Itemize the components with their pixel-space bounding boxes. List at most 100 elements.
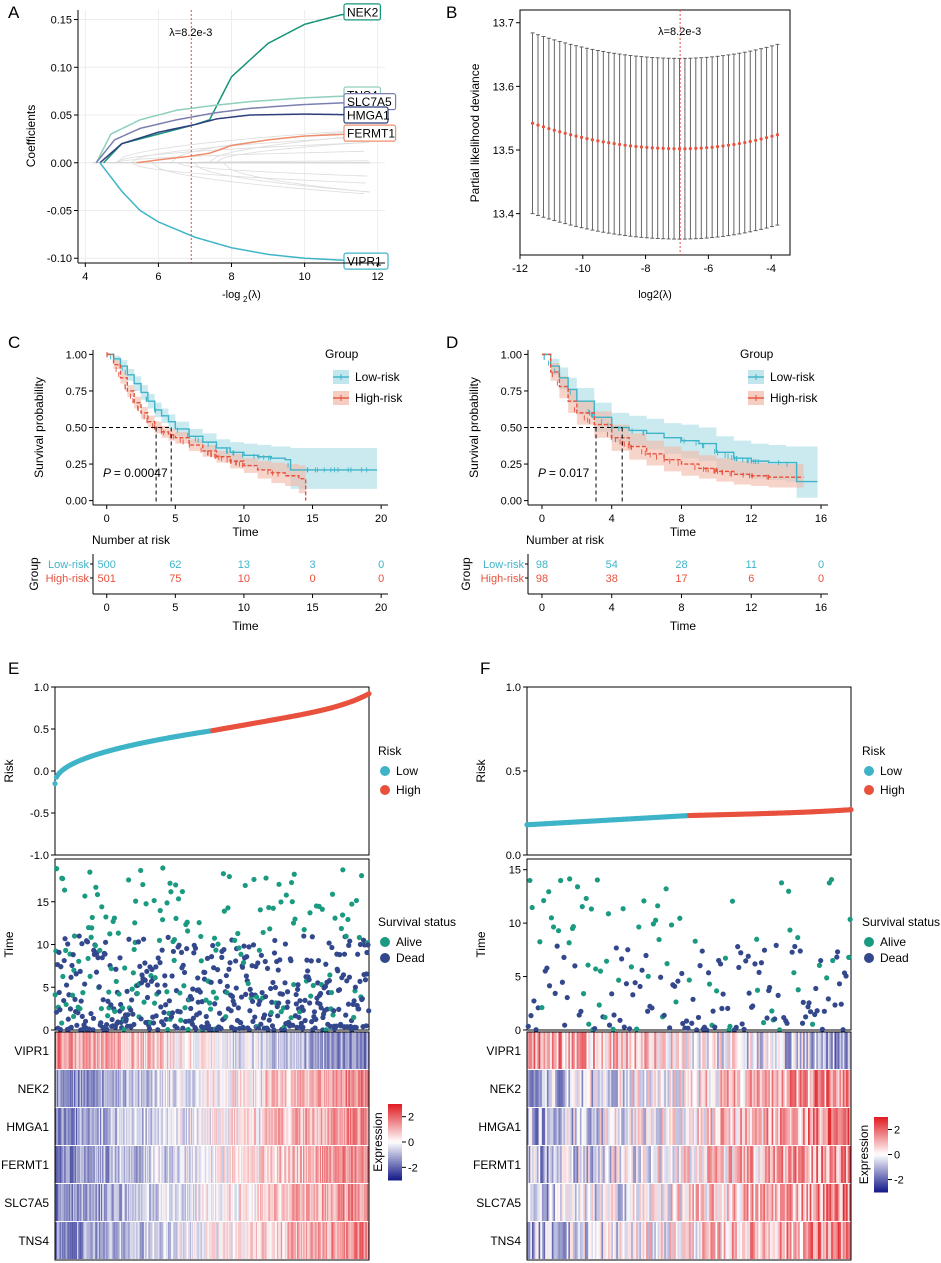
heatmap-cell <box>143 1108 146 1145</box>
heatmap-cell <box>303 1108 305 1145</box>
heatmap-cell <box>60 1108 62 1145</box>
heatmap-cell <box>560 1222 563 1259</box>
heatmap-cell <box>220 1108 222 1145</box>
heatmap-cell <box>241 1032 243 1069</box>
heatmap-cell <box>69 1222 72 1259</box>
heatmap-cell <box>697 1146 700 1183</box>
heatmap-cell <box>171 1032 173 1069</box>
y-tick-label: 0.75 <box>66 386 87 398</box>
heatmap-cell <box>204 1184 207 1221</box>
dead-point <box>157 960 163 966</box>
heatmap-cell <box>143 1184 146 1221</box>
heatmap-cell <box>275 1070 278 1107</box>
alive-point <box>605 911 612 917</box>
heatmap-cell <box>826 1146 829 1183</box>
heatmap-cell <box>202 1070 205 1107</box>
heatmap-cell <box>302 1184 304 1221</box>
alive-point <box>769 1008 775 1014</box>
heatmap-cell <box>109 1184 111 1221</box>
heatmap-cell <box>58 1222 60 1259</box>
y-tick-label: 0.0 <box>34 766 49 778</box>
y-tick-label: 5 <box>515 972 521 984</box>
dead-point <box>138 1016 144 1022</box>
heatmap-cell <box>328 1184 330 1221</box>
heatmap-cell <box>56 1146 58 1183</box>
heatmap-cell <box>603 1032 606 1069</box>
heatmap-cell <box>637 1222 640 1259</box>
heatmap-cell <box>598 1032 601 1069</box>
heatmap-cell <box>87 1032 89 1069</box>
heatmap-cell <box>175 1070 177 1107</box>
heatmap-cell <box>133 1070 135 1107</box>
heatmap-cell <box>778 1108 781 1145</box>
heatmap-cell <box>332 1070 334 1107</box>
heatmap-cell <box>545 1070 548 1107</box>
heatmap-cell <box>819 1032 822 1069</box>
dead-point <box>219 954 225 960</box>
heatmap-cell <box>280 1184 282 1221</box>
heatmap-cell <box>674 1108 677 1145</box>
coefficient-line-tns4 <box>95 94 371 164</box>
risk-count: 6 <box>748 573 754 585</box>
dead-point <box>95 955 101 961</box>
heatmap-cell <box>360 1032 363 1069</box>
heatmap-cell <box>837 1184 840 1221</box>
colorbar-step <box>388 1115 402 1118</box>
dead-point <box>82 1018 89 1024</box>
heatmap-cell <box>736 1032 739 1069</box>
heatmap-cell <box>213 1070 215 1107</box>
heatmap-cell <box>84 1108 86 1145</box>
heatmap-cell <box>604 1108 607 1145</box>
heatmap-cell <box>147 1184 149 1221</box>
heatmap-cell <box>311 1108 313 1145</box>
dead-point <box>67 1006 74 1012</box>
heatmap-cell <box>269 1108 272 1145</box>
heatmap-cell <box>200 1032 202 1069</box>
heatmap-cell <box>300 1070 303 1107</box>
heatmap-cell <box>756 1184 759 1221</box>
heatmap-cell <box>212 1146 214 1183</box>
heatmap-cell <box>134 1032 136 1069</box>
dead-point <box>131 1021 137 1028</box>
heatmap-cell <box>102 1070 104 1107</box>
heatmap-cell <box>58 1070 60 1107</box>
risk-table-x-label: Time <box>670 619 697 633</box>
heatmap-cell <box>313 1032 315 1069</box>
gene-label: VIPR1 <box>347 255 382 269</box>
heatmap-cell <box>155 1184 157 1221</box>
heatmap-cell <box>166 1032 169 1069</box>
heatmap-cell <box>366 1032 369 1069</box>
heatmap-cell <box>145 1184 147 1221</box>
heatmap-cell <box>345 1146 348 1183</box>
heatmap-cell <box>281 1184 283 1221</box>
heatmap-cell <box>292 1070 295 1107</box>
heatmap-cell <box>311 1184 313 1221</box>
heatmap-cell <box>664 1032 667 1069</box>
heatmap-cell <box>665 1222 668 1259</box>
dead-point <box>190 986 196 992</box>
heatmap-cell <box>123 1070 125 1107</box>
heatmap-cell <box>254 1146 257 1183</box>
colorbar-step <box>874 1124 888 1127</box>
heatmap-cell <box>230 1222 233 1259</box>
heatmap-cell <box>286 1146 288 1183</box>
heatmap-cell <box>104 1222 106 1259</box>
heatmap-cell <box>230 1184 233 1221</box>
heatmap-cell <box>748 1108 751 1145</box>
heatmap-cell <box>334 1032 336 1069</box>
alive-point <box>232 937 238 943</box>
heatmap-cell <box>586 1146 589 1183</box>
dead-point <box>158 1004 164 1010</box>
heatmap-cell <box>63 1146 65 1183</box>
heatmap-cell <box>267 1032 269 1069</box>
alive-point <box>310 982 316 989</box>
heatmap-cell <box>161 1146 164 1183</box>
heatmap-cell <box>753 1108 756 1145</box>
heatmap-cell <box>831 1222 834 1259</box>
heatmap-cell <box>593 1222 596 1259</box>
heatmap-cell <box>619 1184 622 1221</box>
dead-point <box>739 1021 745 1027</box>
heatmap-cell <box>236 1184 238 1221</box>
heatmap-cell <box>289 1222 291 1259</box>
dead-point <box>221 946 227 953</box>
